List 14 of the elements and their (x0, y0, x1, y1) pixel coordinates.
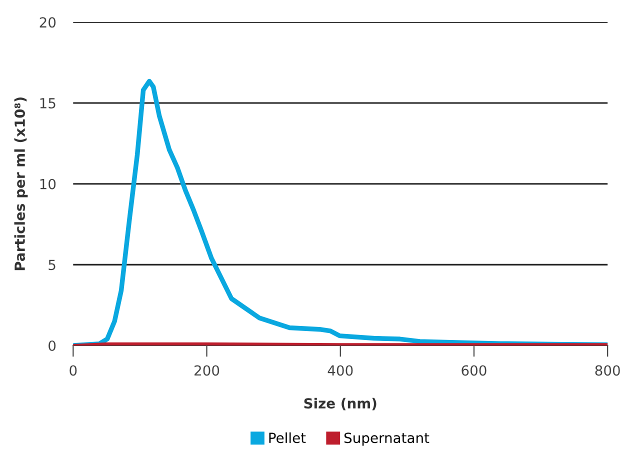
x-tick-label: 400 (328, 365, 353, 376)
legend-label: Pellet (269, 432, 306, 444)
y-tick-label: 0 (48, 340, 56, 351)
x-tick-label: 0 (70, 365, 77, 376)
y-tick-label: 15 (40, 98, 56, 108)
y-tick-label: 10 (40, 178, 56, 190)
y-tick-label: 20 (40, 17, 56, 28)
x-axis-title: Size (nm) (304, 398, 376, 410)
x-tick-label: 600 (462, 365, 486, 376)
y-axis-title: Particles per ml (x10⁸) (14, 97, 28, 270)
legend-label: Supernatant (344, 432, 430, 446)
y-tick-label: 5 (48, 260, 56, 270)
x-tick-label: 200 (194, 365, 220, 376)
x-tick-label: 800 (595, 365, 620, 376)
